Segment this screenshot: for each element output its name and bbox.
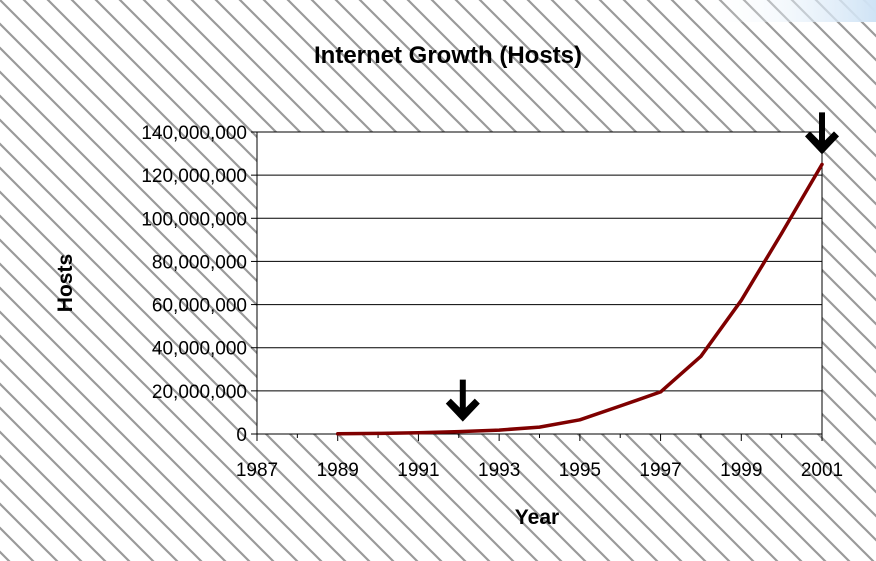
y-tick-label: 100,000,000	[141, 209, 247, 230]
x-tick-label: 1995	[559, 460, 601, 481]
y-tick-label: 80,000,000	[152, 252, 247, 273]
data-point	[699, 354, 703, 358]
data-point	[820, 162, 824, 166]
data-point	[497, 428, 501, 432]
chart-title: Internet Growth (Hosts)	[314, 42, 582, 69]
y-tick-label: 20,000,000	[152, 382, 247, 403]
data-point	[780, 231, 784, 235]
arrow-down-icon	[805, 112, 839, 155]
x-tick-label: 1987	[236, 460, 278, 481]
data-point	[376, 431, 380, 435]
y-tick-label: 60,000,000	[152, 296, 247, 317]
data-point	[457, 430, 461, 434]
x-tick-label: 1991	[397, 460, 439, 481]
x-tick-label: 2001	[801, 460, 843, 481]
series	[335, 162, 824, 436]
data-point	[336, 432, 340, 436]
x-axis-ticks: 1987 1989 1991 1993 1995 1997 1999 2001	[236, 434, 843, 481]
y-axis-ticks: 0 20,000,000 40,000,000 60,000,000 80,000,00…	[141, 123, 257, 446]
data-point	[538, 425, 541, 429]
y-tick-label: 120,000,000	[141, 166, 247, 187]
x-tick-label: 1993	[478, 460, 520, 481]
y-tick-label: 140,000,000	[141, 123, 247, 144]
y-tick-label: 0	[236, 425, 247, 446]
arrow-down-icon	[445, 379, 480, 422]
x-tick-label: 1999	[720, 460, 762, 481]
data-point	[739, 298, 743, 302]
y-tick-label: 40,000,000	[152, 339, 247, 360]
data-point	[659, 390, 663, 394]
gridlines	[257, 131, 822, 392]
y-axis-title: Hosts	[54, 254, 77, 312]
data-point	[618, 404, 622, 408]
data-point	[416, 431, 420, 435]
x-tick-label: 1997	[639, 460, 681, 481]
corner-tint	[700, 0, 876, 22]
plot-area	[257, 132, 822, 434]
data-point	[578, 418, 582, 422]
x-tick-label: 1989	[317, 460, 359, 481]
annotations	[445, 112, 839, 422]
arrow-shape	[805, 112, 839, 155]
x-axis-title: Year	[515, 506, 559, 529]
arrow-shape	[445, 379, 480, 422]
